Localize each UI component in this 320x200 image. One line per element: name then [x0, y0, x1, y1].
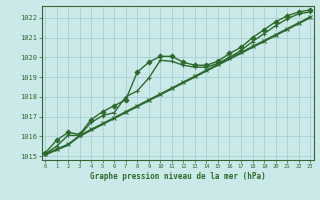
X-axis label: Graphe pression niveau de la mer (hPa): Graphe pression niveau de la mer (hPa) — [90, 172, 266, 181]
